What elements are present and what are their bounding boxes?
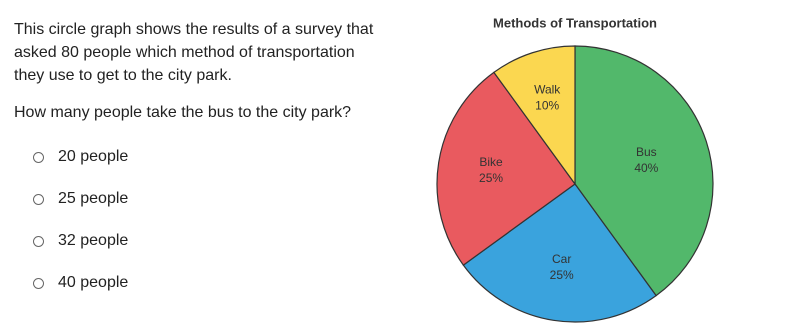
radio-button[interactable] [33,193,44,205]
radio-button[interactable] [33,277,44,289]
answer-option[interactable]: 32 people [33,232,128,250]
answer-option[interactable]: 25 people [33,190,128,208]
slice-value-label: 25% [479,171,503,185]
pie-slice [493,45,576,186]
slice-value-label: 40% [634,161,658,175]
radio-button[interactable] [33,151,44,163]
question-prompt: How many people take the bus to the city… [14,104,352,121]
pie-slice [436,71,576,266]
pie-slice [462,183,657,323]
answer-option[interactable]: 40 people [33,274,128,292]
slice-label: Bus [636,145,657,159]
slice-label: Walk [534,83,561,97]
radio-button[interactable] [33,235,44,247]
slice-label: Bike [479,155,503,169]
pie-slice [574,45,714,297]
option-label[interactable]: 32 people [58,232,129,249]
slice-value-label: 25% [550,268,574,282]
answer-option[interactable]: 20 people [33,148,128,166]
pie-chart: Methods of Transportation Bus 40% Car 25% Bi… [436,15,714,323]
option-label[interactable]: 40 people [58,274,129,291]
question-intro: This circle graph shows the results of a… [14,21,374,84]
option-label[interactable]: 25 people [58,190,129,207]
option-label[interactable]: 20 people [58,148,129,165]
chart-title: Methods of Transportation [493,15,657,30]
slice-value-label: 10% [535,99,559,113]
slice-label: Car [552,252,571,266]
